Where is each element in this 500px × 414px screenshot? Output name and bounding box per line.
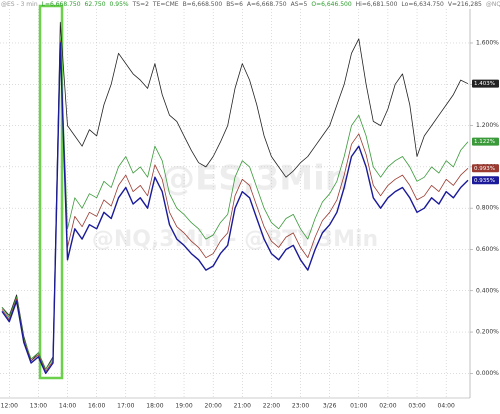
y-tick-label: 0.000%	[476, 370, 499, 377]
x-tick-label: 3/26	[323, 403, 337, 410]
header-item: V=216,285	[448, 1, 482, 8]
header-item: BS=6	[226, 1, 243, 8]
x-tick-label: 17:00	[117, 403, 134, 410]
series-line	[1, 21, 469, 370]
y-tick-label: 1.200%	[476, 122, 499, 129]
header-item: A=6,668.750	[247, 1, 287, 8]
y-tick-label: 0.800%	[476, 205, 499, 212]
series-line	[1, 40, 469, 372]
series-line	[1, 38, 469, 370]
last-value-label: 0.935%	[474, 178, 495, 184]
header-item: B=6,668.500	[183, 1, 223, 8]
x-tick-label: 13:00	[30, 403, 47, 410]
header-item: @NQ - 3 min	[486, 1, 500, 8]
header-item: TE=CME	[152, 1, 179, 8]
x-tick-label: 16:00	[88, 403, 105, 410]
header-item: 62.750	[85, 1, 106, 8]
last-value-tag	[472, 176, 499, 185]
y-tick-label: 0.200%	[476, 329, 499, 336]
x-tick-label: 23:00	[292, 403, 309, 410]
last-value-label: 1.403%	[474, 81, 495, 87]
x-tick-label: 18:00	[146, 403, 163, 410]
header-item: AS=5	[291, 1, 308, 8]
x-tick-label: 19:00	[175, 403, 192, 410]
series-line	[1, 42, 469, 375]
x-tick-label: 21:00	[234, 403, 251, 410]
x-tick-label: 04:00	[438, 403, 455, 410]
y-tick-label: 0.400%	[476, 287, 499, 294]
last-value-label: 1.122%	[474, 139, 495, 145]
x-tick-label: 20:00	[205, 403, 222, 410]
last-value-tag	[472, 79, 499, 88]
watermark: @NQ,3Min - @RTY,3Min	[92, 227, 378, 252]
y-tick-label: 0.600%	[476, 246, 499, 253]
header-item: Lo=6,634.750	[401, 1, 444, 8]
watermark: @ES,3Min	[161, 159, 349, 199]
header-item: 0.95%	[110, 1, 129, 8]
y-tick-label: 1.600%	[476, 39, 499, 46]
header-item: TS=2	[132, 1, 150, 8]
x-tick-label: 14:00	[59, 403, 76, 410]
x-tick-label: 02:00	[379, 403, 396, 410]
header-item: L=6,668.750	[42, 1, 81, 8]
x-tick-label: 12:00	[1, 403, 18, 410]
x-tick-label: 03:00	[408, 403, 425, 410]
header-item: Hi=6,681.500	[356, 1, 398, 8]
header-item: @ES - 3 min	[1, 1, 38, 8]
last-value-label: 0.993%	[474, 166, 495, 172]
last-value-tag	[472, 164, 499, 173]
header-item: O=6,646.500	[311, 1, 351, 8]
x-tick-label: 01:00	[350, 403, 367, 410]
header: @ES - 3 min L=6,668.750 62.750 0.95% TS=2 TE=…	[1, 1, 500, 8]
last-value-tag	[472, 137, 499, 146]
x-tick-label: 22:00	[263, 403, 280, 410]
highlight-box	[38, 4, 64, 380]
